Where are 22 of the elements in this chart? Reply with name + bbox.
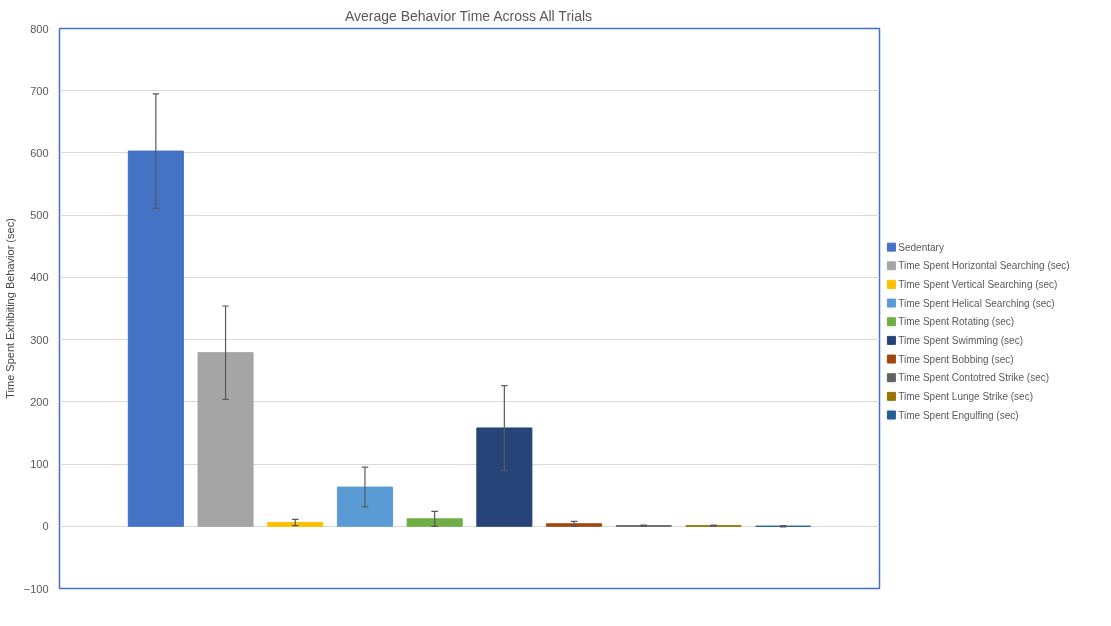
legend-label: Time Spent Lunge Strike (sec) <box>898 390 1033 402</box>
legend-label: Time Spent Rotating (sec) <box>898 316 1015 328</box>
chart-title: Average Behavior Time Across All Trials <box>344 7 593 24</box>
y-tick-label: 500 <box>30 209 49 222</box>
y-tick-label: 300 <box>30 333 49 346</box>
y-tick-label: 0 <box>42 520 49 533</box>
legend-label: Time Spent Helical Searching (sec) <box>898 297 1055 309</box>
legend-label: Time Spent Contotred Strike (sec) <box>898 372 1050 384</box>
legend-label: Time Spent Horizontal Searching (sec) <box>898 260 1070 272</box>
y-tick-label: −100 <box>23 582 49 595</box>
y-tick-label: 700 <box>30 84 49 97</box>
y-tick-label: 400 <box>30 271 49 284</box>
legend-label: Time Spent Swimming (sec) <box>898 334 1023 346</box>
y-tick-label: 100 <box>30 458 49 471</box>
y-tick-label: 800 <box>30 22 49 35</box>
legend-label: Time Spent Bobbing (sec) <box>898 353 1014 365</box>
legend-label: Sedentary <box>898 241 944 253</box>
y-tick-label: 200 <box>30 395 49 408</box>
legend-label: Time Spent Engulfing (sec) <box>898 409 1019 421</box>
y-tick-label: 600 <box>30 146 49 159</box>
y-axis-title: Time Spent Exhibiting Behavior (sec) <box>3 218 16 399</box>
legend-label: Time Spent Vertical Searching (sec) <box>898 278 1058 290</box>
